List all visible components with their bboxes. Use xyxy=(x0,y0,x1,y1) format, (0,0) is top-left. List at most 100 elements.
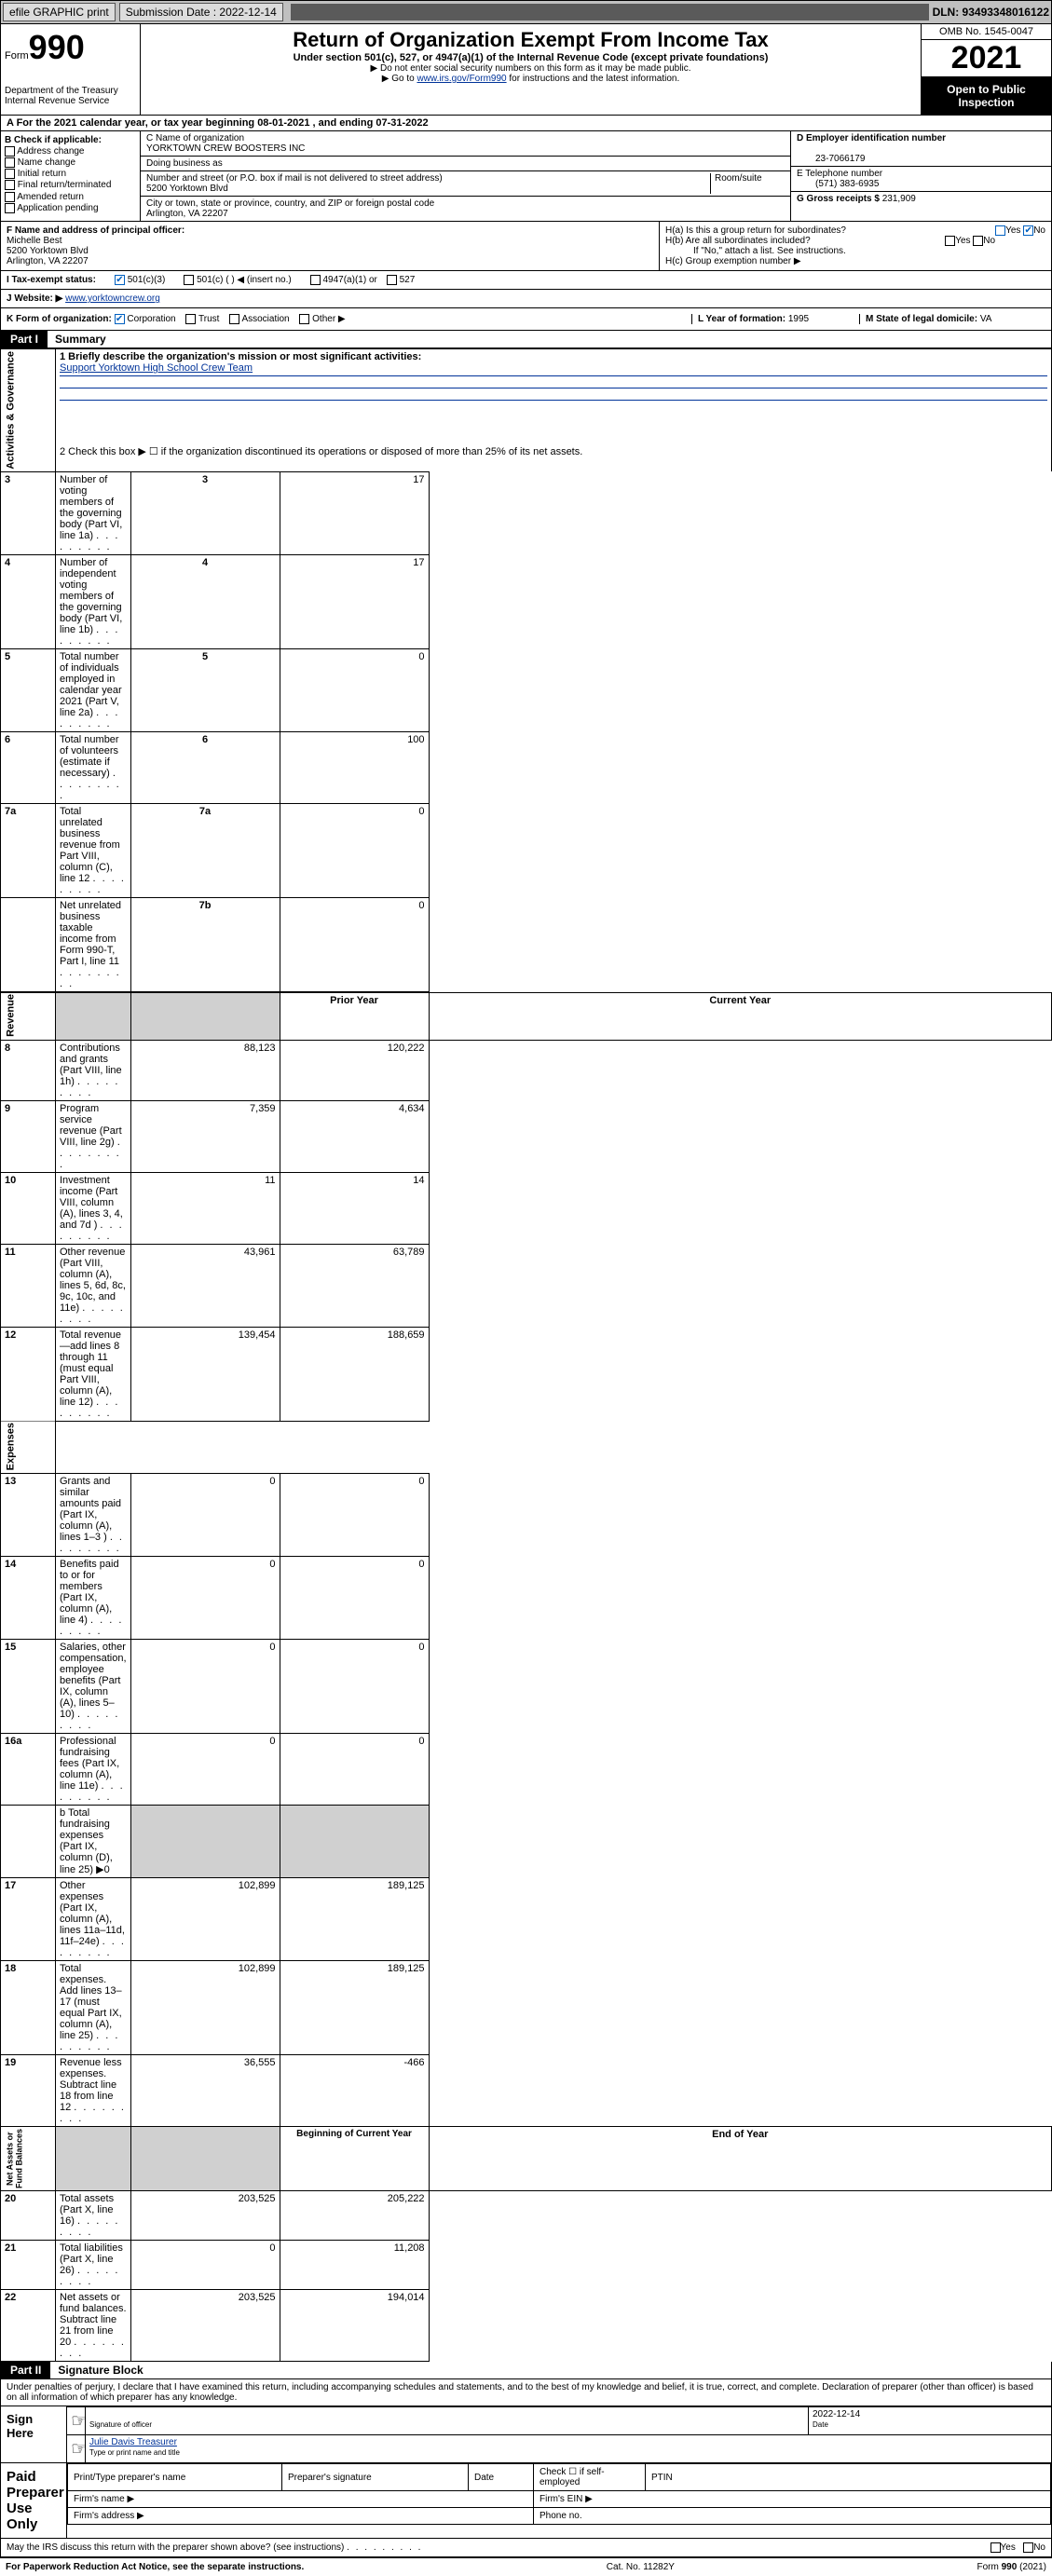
prep-name-label: Print/Type preparer's name xyxy=(68,2464,282,2491)
subtitle: Under section 501(c), 527, or 4947(a)(1)… xyxy=(144,52,917,63)
officer-street: 5200 Yorktown Blvd xyxy=(7,246,89,256)
prep-self-employed: Check ☐ if self-employed xyxy=(534,2464,646,2491)
table-row: 12Total revenue—add lines 8 through 11 (… xyxy=(1,1327,1052,1421)
prep-sig-label: Preparer's signature xyxy=(282,2464,469,2491)
vlabel-exp: Expenses xyxy=(1,1421,56,1473)
box-j-label: J Website: ▶ xyxy=(7,293,62,304)
city-label: City or town, state or province, country… xyxy=(146,198,434,209)
sign-here-label: Sign Here xyxy=(1,2406,66,2462)
section-j: J Website: ▶ www.yorktowncrew.org xyxy=(0,290,1052,308)
hdr-beg: Beginning of Current Year xyxy=(280,2127,429,2191)
irs-link[interactable]: www.irs.gov/Form990 xyxy=(417,74,506,84)
box-b-item[interactable]: Amended return xyxy=(5,192,136,202)
part2-header: Part II Signature Block xyxy=(0,2362,1052,2379)
footer: For Paperwork Reduction Act Notice, see … xyxy=(0,2557,1052,2576)
line-a: A For the 2021 calendar year, or tax yea… xyxy=(0,116,1052,131)
line16b: b Total fundraising expenses (Part IX, c… xyxy=(56,1806,131,1878)
table-row: 9Program service revenue (Part VIII, lin… xyxy=(1,1100,1052,1172)
table-row: 5Total number of individuals employed in… xyxy=(1,648,1052,731)
year-formation: 1995 xyxy=(788,314,809,324)
box-c-label: C Name of organization xyxy=(146,133,244,143)
table-row: 8Contributions and grants (Part VIII, li… xyxy=(1,1040,1052,1100)
room-suite: Room/suite xyxy=(710,173,785,194)
hdr-end: End of Year xyxy=(429,2127,1051,2191)
table-row: 10Investment income (Part VIII, column (… xyxy=(1,1172,1052,1244)
table-row: 20Total assets (Part X, line 16) 203,525… xyxy=(1,2191,1052,2241)
box-b-item[interactable]: Address change xyxy=(5,146,136,157)
gross-receipts: 231,909 xyxy=(882,194,916,204)
box-i-label: I Tax-exempt status: xyxy=(7,275,96,285)
officer-name: Michelle Best xyxy=(7,236,61,246)
box-b-label: B Check if applicable: xyxy=(5,135,102,145)
table-row: Net unrelated business taxable income fr… xyxy=(1,897,1052,991)
table-row: 21Total liabilities (Part X, line 26) 01… xyxy=(1,2241,1052,2290)
table-row: 15Salaries, other compensation, employee… xyxy=(1,1640,1052,1734)
form-number: Form990 xyxy=(5,28,136,67)
note-link: ▶ Go to www.irs.gov/Form990 for instruct… xyxy=(144,74,917,84)
vlabel-ag: Activities & Governance xyxy=(1,349,56,472)
table-row: 13Grants and similar amounts paid (Part … xyxy=(1,1474,1052,1557)
mission-text[interactable]: Support Yorktown High School Crew Team xyxy=(60,362,253,374)
box-b-item[interactable]: Final return/terminated xyxy=(5,180,136,190)
state-domicile: VA xyxy=(980,314,992,324)
box-d-label: D Employer identification number xyxy=(797,133,946,143)
table-row: 16aProfessional fundraising fees (Part I… xyxy=(1,1734,1052,1806)
box-ha: H(a) Is this a group return for subordin… xyxy=(665,225,1045,236)
dln: DLN: 93493348016122 xyxy=(933,6,1049,19)
officer-name-title[interactable]: Julie Davis Treasurer xyxy=(89,2437,177,2447)
table-row: 4Number of independent voting members of… xyxy=(1,554,1052,648)
table-row: 14Benefits paid to or for members (Part … xyxy=(1,1557,1052,1640)
box-b-item[interactable]: Application pending xyxy=(5,203,136,213)
efile-button[interactable]: efile GRAPHIC print xyxy=(3,3,116,21)
ptin-label: PTIN xyxy=(646,2464,1051,2491)
firm-name: Firm's name ▶ xyxy=(68,2491,534,2508)
paid-preparer-label: Paid Preparer Use Only xyxy=(1,2463,66,2538)
website-link[interactable]: www.yorktowncrew.org xyxy=(65,293,160,304)
note-ssn: ▶ Do not enter social security numbers o… xyxy=(144,63,917,74)
tax-year: 2021 xyxy=(922,40,1051,77)
topbar: efile GRAPHIC print Submission Date : 20… xyxy=(0,0,1052,24)
prep-date-label: Date xyxy=(469,2464,534,2491)
signature-block: Under penalties of perjury, I declare th… xyxy=(0,2379,1052,2557)
ein: 23-7066179 xyxy=(797,154,865,164)
line1-label: 1 Briefly describe the organization's mi… xyxy=(60,351,421,362)
firm-addr: Firm's address ▶ xyxy=(68,2508,534,2525)
table-row: 22Net assets or fund balances. Subtract … xyxy=(1,2290,1052,2362)
box-hc: H(c) Group exemption number ▶ xyxy=(665,256,1045,266)
firm-ein: Firm's EIN ▶ xyxy=(534,2491,1051,2508)
dba-label: Doing business as xyxy=(146,158,223,169)
department: Department of the Treasury Internal Reve… xyxy=(5,86,136,106)
table-row: 7aTotal unrelated business revenue from … xyxy=(1,803,1052,897)
section-b-to-g: B Check if applicable: Address change Na… xyxy=(0,131,1052,222)
discuss-label: May the IRS discuss this return with the… xyxy=(7,2542,344,2553)
box-hb-note: If "No," attach a list. See instructions… xyxy=(665,246,1045,256)
vlabel-rev: Revenue xyxy=(1,992,56,1040)
city: Arlington, VA 22207 xyxy=(146,209,228,219)
org-name: YORKTOWN CREW BOOSTERS INC xyxy=(146,143,305,154)
summary-table: Activities & Governance 1 Briefly descri… xyxy=(0,348,1052,2362)
box-b-item[interactable]: Initial return xyxy=(5,169,136,179)
open-inspection: Open to Public Inspection xyxy=(922,77,1051,115)
sig-date: 2022-12-14 xyxy=(813,2409,860,2419)
box-b-item[interactable]: Name change xyxy=(5,157,136,168)
firm-phone: Phone no. xyxy=(534,2508,1051,2525)
section-f-h: F Name and address of principal officer:… xyxy=(0,222,1052,271)
officer-city: Arlington, VA 22207 xyxy=(7,256,89,266)
table-row: 6Total number of volunteers (estimate if… xyxy=(1,731,1052,803)
telephone: (571) 383-6935 xyxy=(797,179,879,189)
box-k-label: K Form of organization: xyxy=(7,314,112,324)
box-g-label: G Gross receipts $ xyxy=(797,194,880,204)
table-row: 18Total expenses. Add lines 13–17 (must … xyxy=(1,1961,1052,2055)
form-header: Form990 Department of the Treasury Inter… xyxy=(0,24,1052,116)
table-row: 11Other revenue (Part VIII, column (A), … xyxy=(1,1244,1052,1327)
table-row: 17Other expenses (Part IX, column (A), l… xyxy=(1,1878,1052,1961)
hdr-prior: Prior Year xyxy=(280,992,429,1040)
vlabel-na: Net Assets or Fund Balances xyxy=(1,2127,56,2191)
street: 5200 Yorktown Blvd xyxy=(146,184,228,194)
section-i: I Tax-exempt status: ✔ 501(c)(3) 501(c) … xyxy=(0,271,1052,290)
page-title: Return of Organization Exempt From Incom… xyxy=(144,28,917,52)
hdr-curr: Current Year xyxy=(429,992,1051,1040)
table-row: 3Number of voting members of the governi… xyxy=(1,471,1052,554)
part1-header: Part I Summary xyxy=(0,331,1052,348)
submission-date: Submission Date : 2022-12-14 xyxy=(119,3,283,21)
